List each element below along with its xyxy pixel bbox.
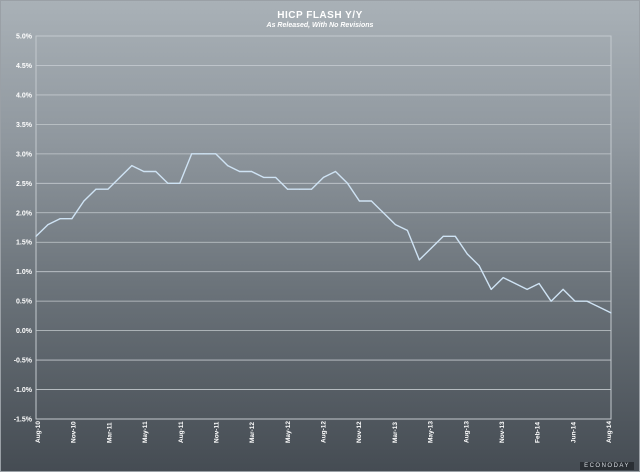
data-point: [430, 247, 432, 249]
data-point: [179, 182, 181, 184]
data-point: [406, 229, 408, 232]
data-point: [346, 182, 349, 184]
data-point: [550, 300, 552, 302]
data-point: [107, 188, 109, 190]
data-point: [586, 300, 588, 302]
y-tick-label: 3.0%: [16, 151, 33, 158]
y-tick-label: 2.5%: [16, 181, 33, 188]
data-point: [47, 223, 49, 226]
y-tick-label: -1.5%: [14, 417, 33, 424]
y-tick-label: 4.0%: [16, 92, 33, 99]
data-point: [334, 170, 337, 173]
gridlines: [36, 35, 611, 420]
y-axis: 5.0% 4.5% 4.0% 3.5% 3.0% 2.5% 2.0% 1.5% 1.0% 0.5%…: [14, 34, 33, 424]
data-point: [83, 200, 85, 202]
data-point: [394, 223, 396, 226]
y-tick-label: 4.5%: [16, 63, 33, 70]
x-tick-label: Mar-13: [392, 422, 399, 443]
data-point: [239, 170, 241, 173]
data-point: [562, 288, 564, 290]
data-point: [490, 288, 492, 290]
x-tick-label: Nov-12: [356, 421, 363, 443]
x-tick-label: Nov-13: [499, 421, 506, 443]
data-point: [35, 235, 37, 237]
data-point: [251, 170, 253, 173]
data-point: [418, 259, 420, 261]
x-tick-label: May-12: [285, 421, 292, 443]
x-tick-label: Aug-13: [463, 421, 470, 443]
data-point: [215, 153, 217, 155]
data-point: [538, 282, 540, 285]
data-point: [286, 188, 289, 190]
x-tick-label: Aug-10: [35, 421, 42, 443]
data-point: [382, 212, 384, 214]
chart-title: HICP FLASH Y/Y: [277, 10, 363, 21]
data-point: [167, 182, 169, 184]
y-tick-label: 5.0%: [16, 34, 33, 41]
data-point: [59, 218, 61, 220]
y-tick-label: 3.5%: [16, 122, 33, 129]
y-tick-label: 0.0%: [16, 328, 33, 335]
y-tick-label: 1.0%: [16, 269, 33, 276]
data-point: [454, 235, 456, 237]
data-point: [119, 176, 121, 179]
data-point: [95, 188, 97, 190]
data-point: [610, 312, 612, 314]
x-tick-label: Nov-10: [71, 421, 78, 443]
x-tick-label: Mar-11: [106, 422, 113, 443]
data-point: [263, 176, 265, 179]
x-tick-label: May-13: [428, 421, 435, 443]
data-point: [143, 170, 145, 173]
chart-subtitle: As Released, With No Revisions: [266, 22, 374, 29]
data-point: [227, 165, 229, 167]
data-point: [574, 300, 576, 302]
x-axis: Aug-10 Nov-10 Mar-11 May-11 Aug-11 Nov-11 Mar-…: [35, 421, 613, 443]
y-tick-label: 2.0%: [16, 210, 33, 217]
x-tick-label: Feb-14: [535, 422, 542, 443]
data-point: [370, 200, 373, 202]
econoday-watermark: ECONODAY: [580, 462, 634, 470]
data-point: [131, 165, 133, 167]
x-tick-label: Aug-12: [321, 421, 328, 443]
data-point: [310, 188, 313, 190]
data-point: [203, 153, 205, 155]
data-point: [502, 276, 504, 279]
data-point: [442, 235, 444, 237]
data-point: [274, 176, 277, 179]
y-tick-label: 1.5%: [16, 240, 33, 247]
data-point: [478, 265, 480, 267]
y-tick-label: 0.5%: [16, 299, 33, 306]
x-tick-label: Nov-11: [213, 421, 220, 443]
data-point: [322, 176, 325, 179]
plot-area: [35, 35, 612, 420]
data-point: [358, 200, 361, 202]
data-point: [298, 188, 301, 190]
data-point: [71, 218, 73, 220]
y-tick-label: -0.5%: [14, 358, 33, 365]
data-point: [514, 282, 516, 285]
data-point: [526, 288, 528, 290]
data-point: [598, 306, 600, 308]
x-tick-label: May-11: [142, 421, 149, 443]
data-point: [466, 253, 468, 255]
x-tick-label: Jun-14: [570, 422, 577, 443]
x-tick-label: Mar-12: [249, 422, 256, 443]
x-tick-label: Aug-11: [178, 421, 185, 443]
data-point: [191, 153, 193, 155]
series-layer: [35, 153, 612, 314]
y-tick-label: -1.0%: [14, 387, 33, 394]
data-point: [155, 170, 157, 173]
x-tick-label: Aug-14: [606, 421, 613, 443]
